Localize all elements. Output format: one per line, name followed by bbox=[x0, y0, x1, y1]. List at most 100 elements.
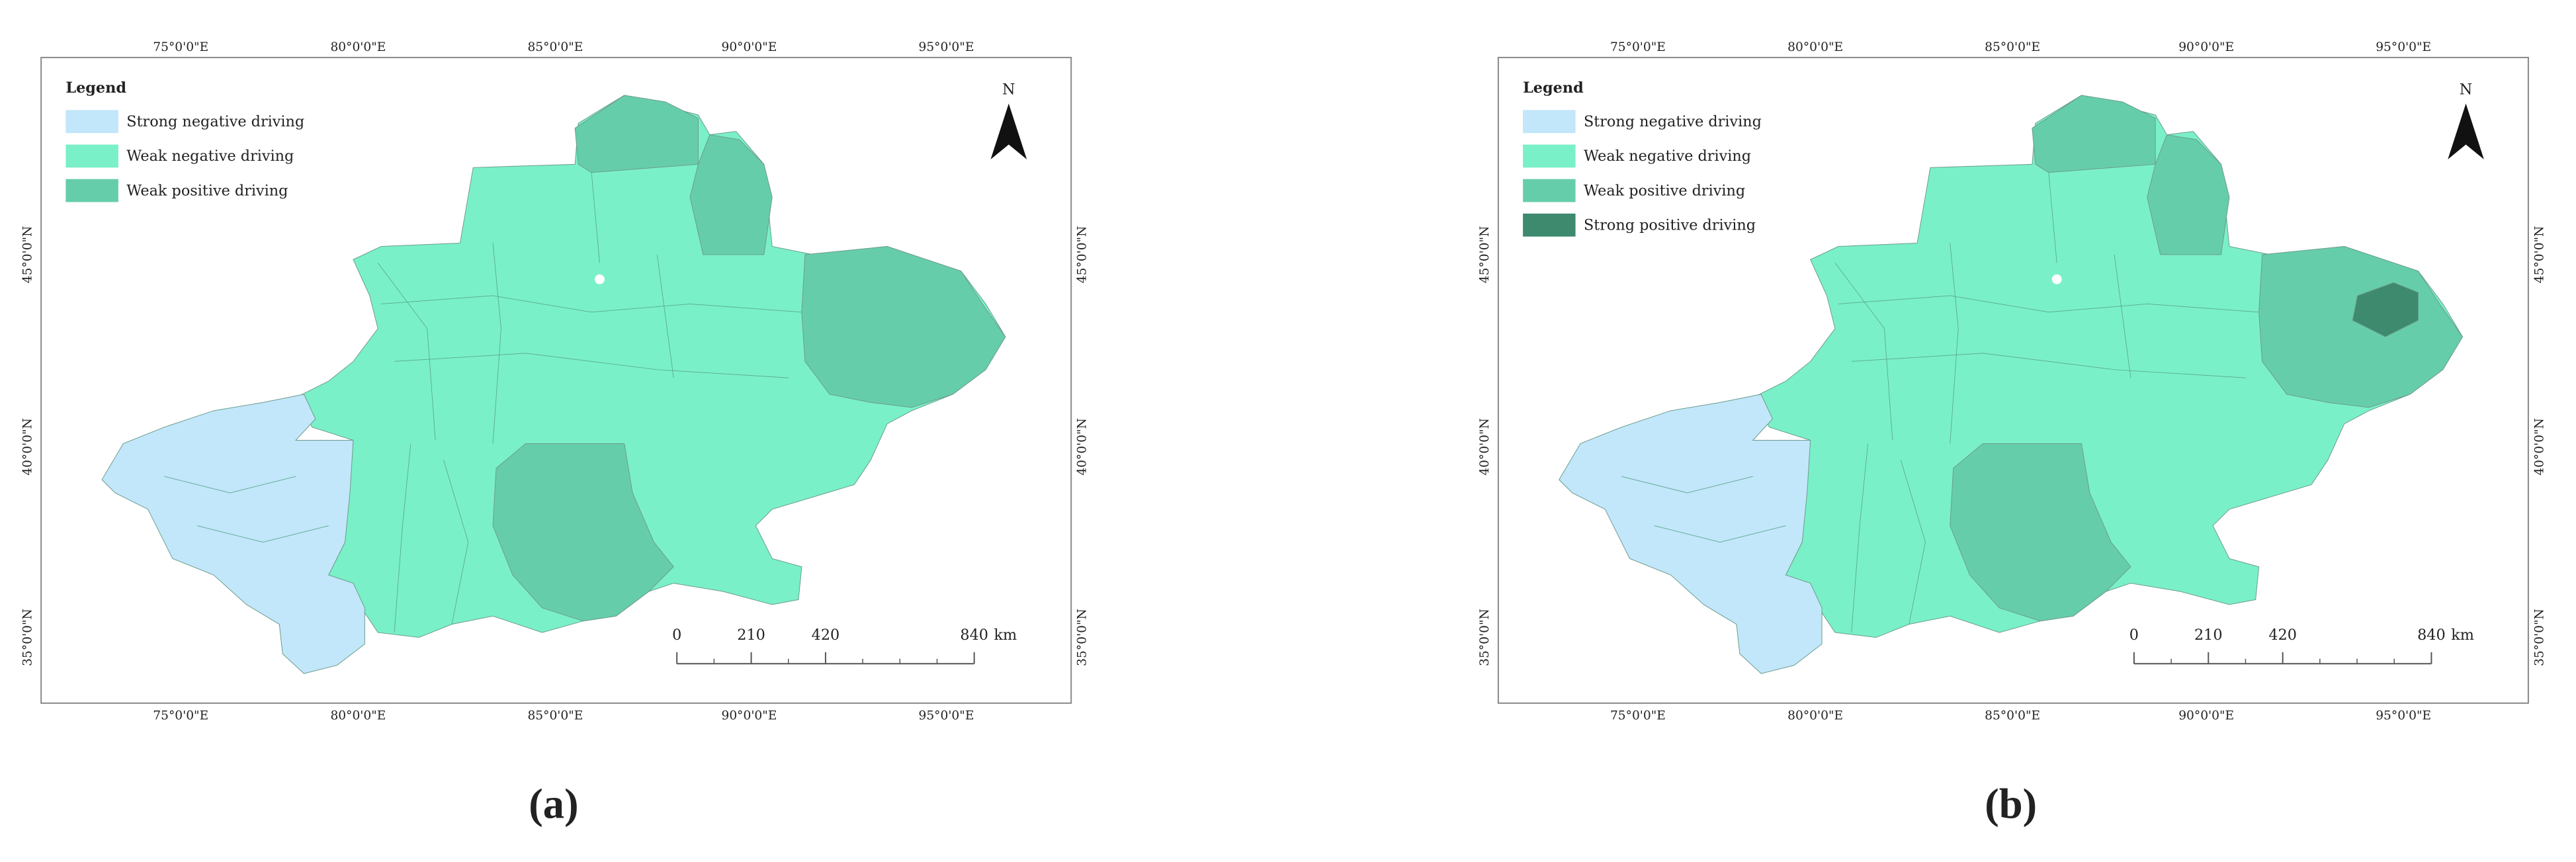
latitude-label: 40°0'0"N bbox=[21, 418, 34, 476]
legend-swatch bbox=[65, 179, 118, 202]
longitude-label: 95°0'0"E bbox=[2376, 709, 2431, 723]
scale-label: 420 bbox=[812, 626, 840, 644]
district-boundary bbox=[1838, 295, 2259, 313]
district-boundary bbox=[164, 476, 296, 494]
legend-label: Weak negative driving bbox=[126, 148, 294, 165]
region-south bbox=[1950, 443, 2131, 622]
district-boundary bbox=[394, 353, 789, 378]
map-panel: 75°0'0"E 75°0'0"E 80°0'0"E 80°0'0"E 85°0'0"E… bbox=[1478, 40, 2546, 828]
district-boundary bbox=[196, 525, 329, 542]
longitude-label: 75°0'0"E bbox=[1610, 40, 1666, 54]
legend-title: Legend bbox=[1523, 79, 1584, 97]
region-north bbox=[574, 95, 699, 173]
longitude-label: 95°0'0"E bbox=[919, 40, 974, 54]
longitude-label: 90°0'0"E bbox=[2178, 709, 2234, 723]
longitude-label: 90°0'0"E bbox=[722, 40, 777, 54]
district-boundary bbox=[377, 263, 436, 441]
latitude-label: 40°0'0"N bbox=[2532, 418, 2546, 476]
region-southwest bbox=[101, 394, 365, 674]
scale-label: 210 bbox=[737, 626, 765, 644]
scale-label: 840 bbox=[960, 626, 988, 644]
latitude-label: 35°0'0"N bbox=[1478, 609, 1492, 666]
longitude-label: 80°0'0"E bbox=[330, 40, 386, 54]
district-boundary bbox=[492, 243, 501, 444]
longitude-label: 85°0'0"E bbox=[527, 709, 583, 723]
scale-label: 0 bbox=[672, 626, 681, 644]
legend-swatch bbox=[1523, 110, 1576, 134]
legend-swatch bbox=[1523, 213, 1576, 237]
legend-label: Strong negative driving bbox=[1584, 113, 1762, 130]
district-boundary bbox=[1834, 263, 1893, 441]
north-arrow bbox=[2448, 103, 2484, 159]
scale-label: 420 bbox=[2268, 626, 2297, 644]
scale-label: 840 bbox=[2417, 626, 2446, 644]
district-boundary bbox=[1950, 243, 1959, 444]
longitude-label: 75°0'0"E bbox=[1610, 709, 1666, 723]
region-east bbox=[801, 245, 1006, 408]
scale-label: 0 bbox=[2129, 626, 2139, 644]
longitude-label: 85°0'0"E bbox=[1985, 40, 2040, 54]
region-northeast bbox=[689, 134, 773, 255]
region-hami bbox=[2352, 282, 2419, 337]
panel-label: (b) bbox=[1985, 780, 2037, 828]
district-boundary bbox=[1621, 476, 1753, 494]
latitude-label: 35°0'0"N bbox=[1076, 609, 1090, 666]
district-boundary bbox=[656, 254, 674, 378]
longitude-label: 75°0'0"E bbox=[153, 709, 208, 723]
legend-label: Weak negative driving bbox=[1584, 148, 1751, 165]
scale-label: 210 bbox=[2194, 626, 2223, 644]
region-south bbox=[492, 443, 674, 622]
longitude-label: 80°0'0"E bbox=[330, 709, 386, 723]
latitude-label: 40°0'0"N bbox=[1076, 418, 1090, 476]
district-boundary bbox=[2114, 254, 2131, 378]
north-label: N bbox=[2460, 81, 2473, 99]
scale-unit: km bbox=[994, 626, 1017, 644]
latitude-label: 45°0'0"N bbox=[1478, 226, 1492, 284]
latitude-label: 45°0'0"N bbox=[2532, 226, 2546, 284]
north-label: N bbox=[1002, 81, 1015, 99]
longitude-label: 80°0'0"E bbox=[1787, 40, 1843, 54]
legend-swatch bbox=[1523, 179, 1576, 202]
longitude-label: 90°0'0"E bbox=[2178, 40, 2234, 54]
longitude-label: 95°0'0"E bbox=[919, 709, 974, 723]
panel-label: (a) bbox=[529, 780, 578, 828]
legend-label: Weak positive driving bbox=[126, 182, 288, 199]
district-boundary bbox=[591, 172, 600, 263]
district-boundary bbox=[394, 443, 411, 633]
lake bbox=[2051, 274, 2062, 284]
district-boundary bbox=[443, 460, 469, 625]
region-north bbox=[2032, 95, 2156, 173]
legend-swatch bbox=[65, 144, 118, 168]
north-arrow bbox=[990, 103, 1027, 159]
lake bbox=[595, 274, 605, 284]
latitude-label: 40°0'0"N bbox=[1478, 418, 1492, 476]
latitude-label: 35°0'0"N bbox=[21, 609, 34, 666]
longitude-label: 75°0'0"E bbox=[153, 40, 208, 54]
district-boundary bbox=[1900, 460, 1926, 625]
latitude-label: 45°0'0"N bbox=[21, 226, 34, 284]
district-boundary bbox=[2048, 172, 2057, 263]
longitude-label: 80°0'0"E bbox=[1787, 709, 1843, 723]
longitude-label: 95°0'0"E bbox=[2376, 40, 2431, 54]
district-boundary bbox=[1654, 525, 1786, 542]
longitude-label: 90°0'0"E bbox=[722, 709, 777, 723]
region-east bbox=[2258, 245, 2464, 408]
longitude-label: 85°0'0"E bbox=[1985, 709, 2040, 723]
legend-swatch bbox=[65, 110, 118, 134]
district-boundary bbox=[1851, 443, 1869, 633]
latitude-label: 35°0'0"N bbox=[2532, 609, 2546, 666]
map-panel: 75°0'0"E 75°0'0"E 80°0'0"E 80°0'0"E 85°0'0"E… bbox=[21, 40, 1089, 828]
legend-swatch bbox=[1523, 144, 1576, 168]
legend-label: Strong negative driving bbox=[126, 113, 304, 130]
legend-title: Legend bbox=[65, 79, 126, 97]
district-boundary bbox=[1851, 353, 2246, 378]
district-boundary bbox=[381, 295, 802, 313]
longitude-label: 85°0'0"E bbox=[527, 40, 583, 54]
scale-unit: km bbox=[2451, 626, 2474, 644]
latitude-label: 45°0'0"N bbox=[1076, 226, 1090, 284]
legend-label: Weak positive driving bbox=[1584, 182, 1745, 199]
legend-label: Strong positive driving bbox=[1584, 216, 1756, 234]
region-southwest bbox=[1559, 394, 1823, 674]
